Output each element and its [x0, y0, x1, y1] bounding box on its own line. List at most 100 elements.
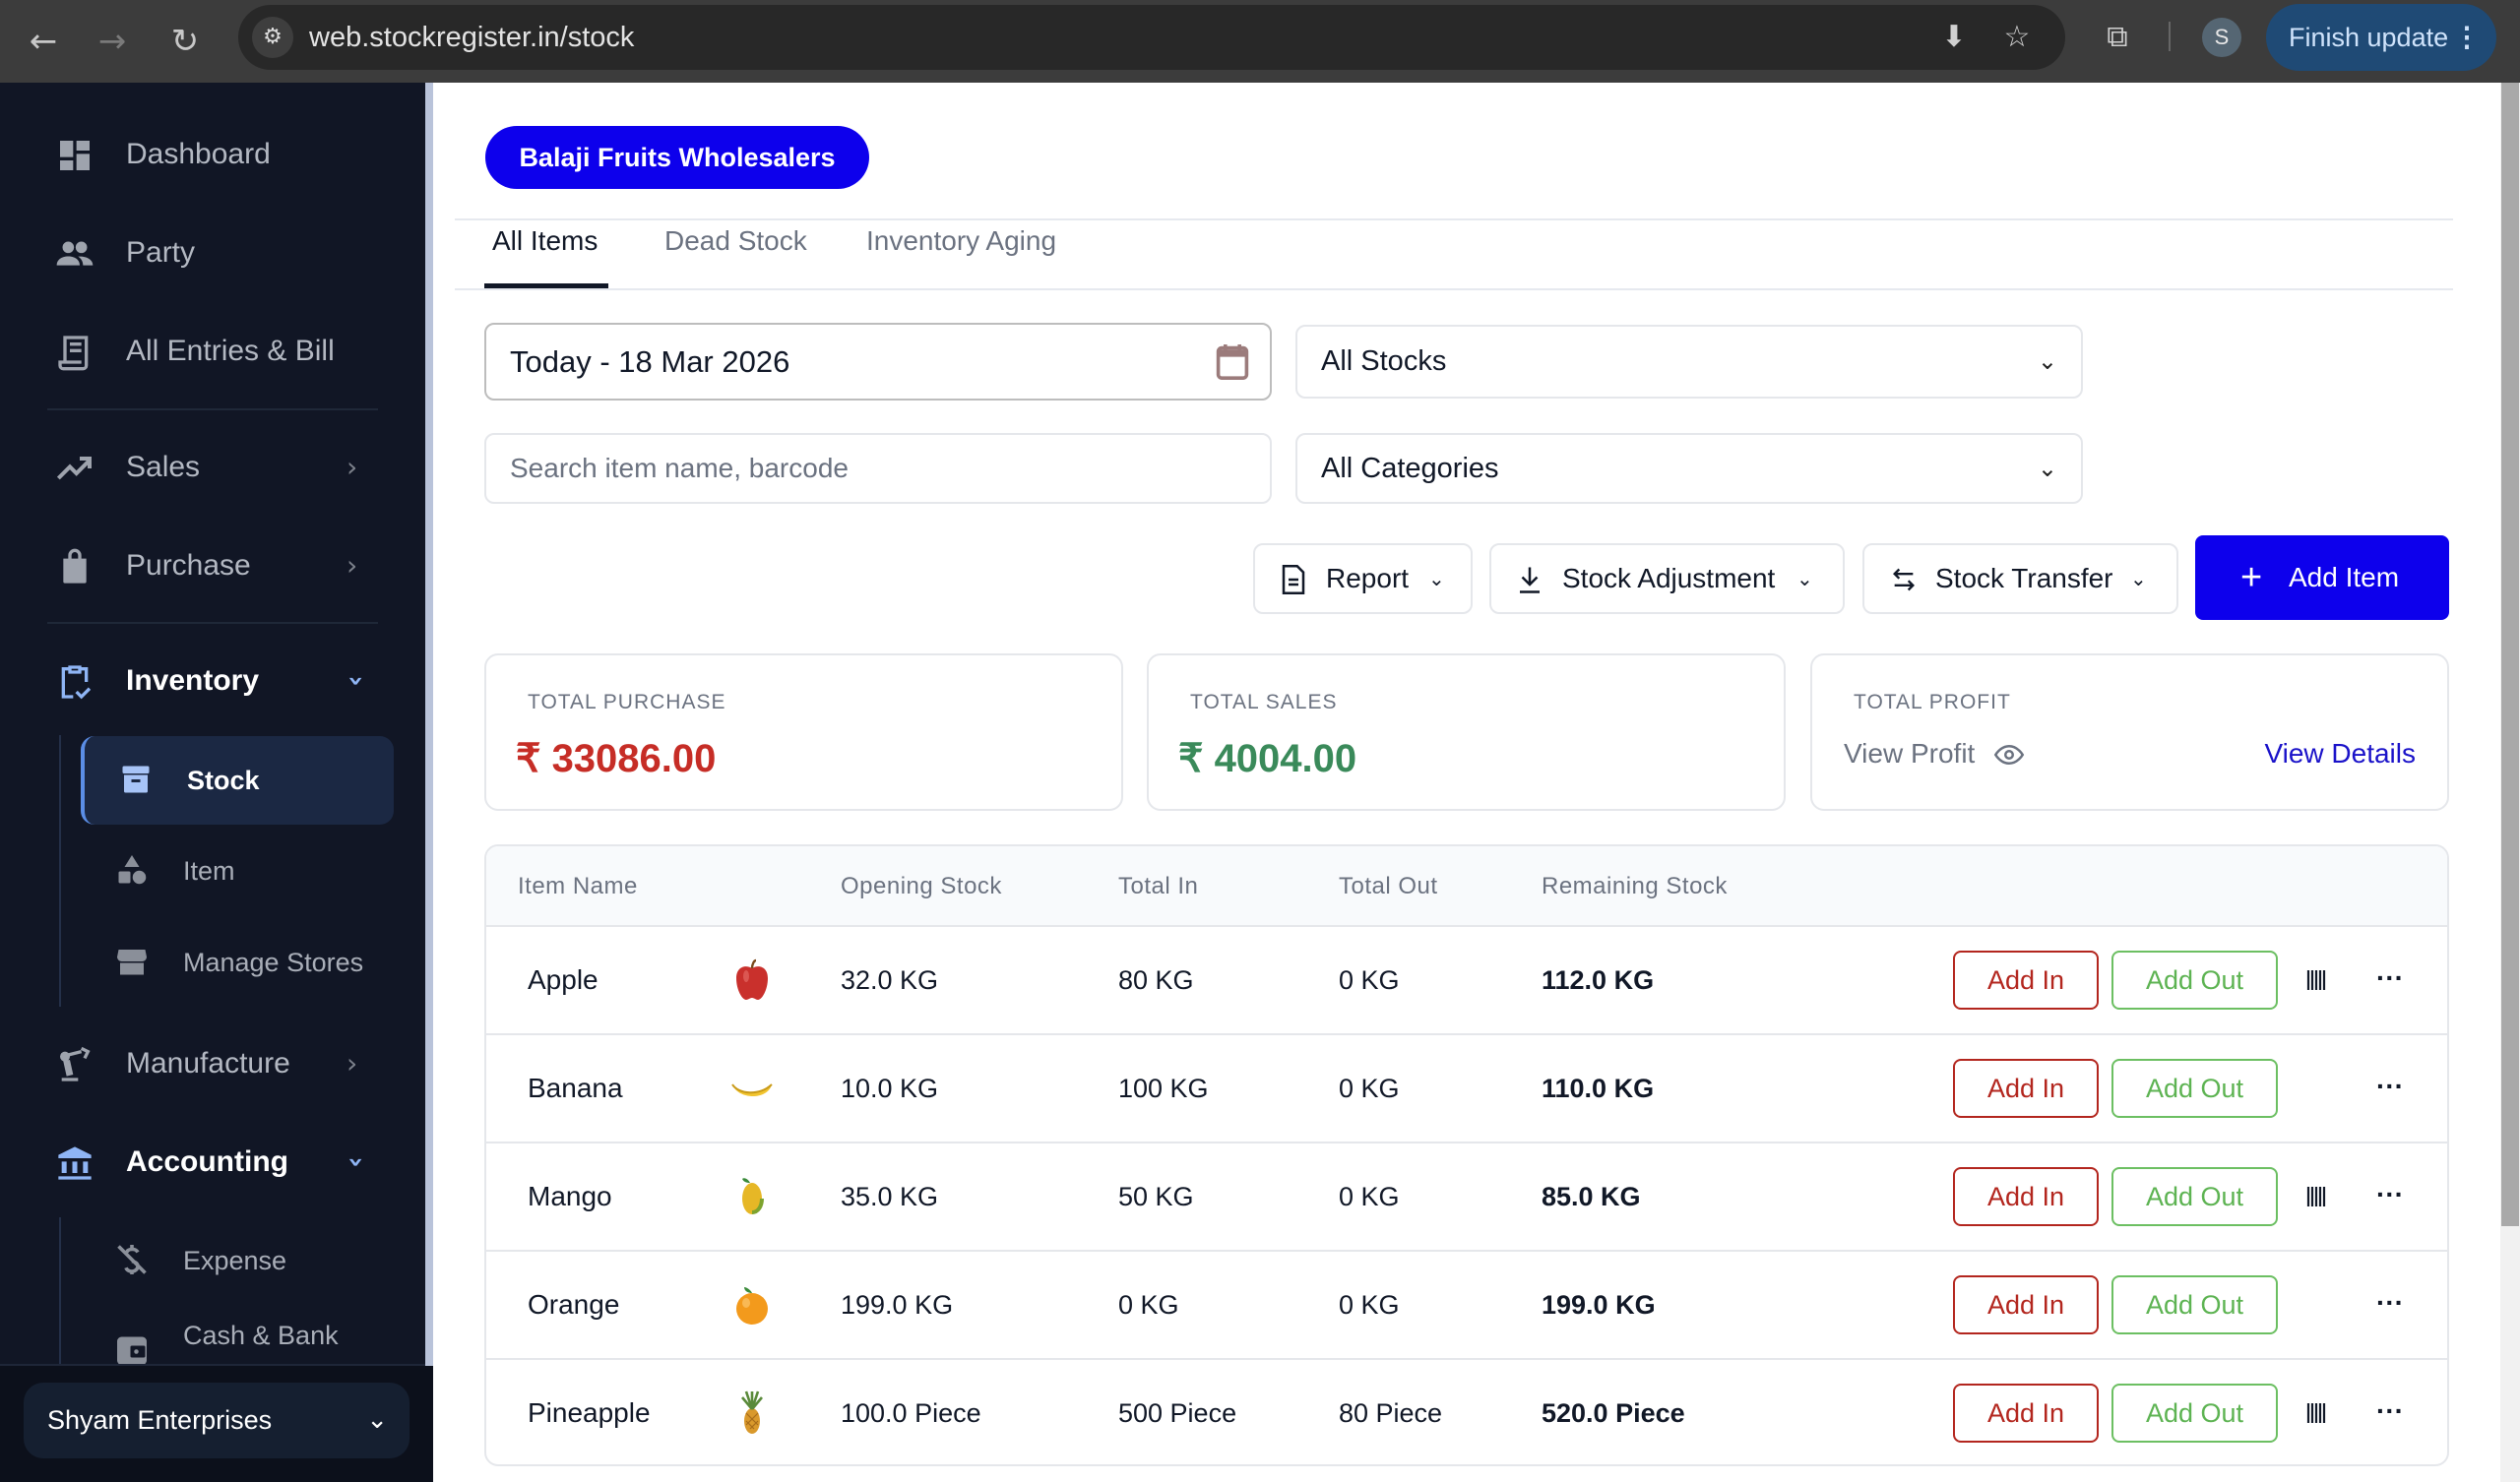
- total-purchase-label: TOTAL PURCHASE: [528, 691, 726, 713]
- stock-transfer-button[interactable]: Stock Transfer ⌄: [1862, 543, 2178, 614]
- item-name[interactable]: Apple: [528, 964, 598, 995]
- add-in-button[interactable]: Add In: [1953, 1384, 2099, 1443]
- sidebar-item-all-entries[interactable]: All Entries & Bill: [0, 317, 425, 386]
- submenu-guide-line: [59, 1217, 61, 1365]
- add-out-button[interactable]: Add Out: [2111, 951, 2278, 1010]
- install-app-icon[interactable]: ⬇: [1941, 20, 1967, 54]
- profile-avatar[interactable]: S: [2202, 18, 2241, 57]
- people-icon: [56, 241, 94, 266]
- eye-icon[interactable]: [1993, 740, 2025, 770]
- chevron-down-icon: ⌄: [1428, 567, 1445, 590]
- sidebar-item-dashboard[interactable]: Dashboard: [0, 120, 425, 189]
- archive-box-icon: [122, 766, 150, 793]
- sidebar-item-sales[interactable]: Sales ›: [0, 433, 425, 502]
- extensions-icon[interactable]: ⧉: [2107, 20, 2128, 54]
- add-in-button[interactable]: Add In: [1953, 1167, 2099, 1226]
- pineapple-icon: [741, 1390, 763, 1434]
- total-profit-card: TOTAL PROFIT View Profit View Details: [1810, 653, 2449, 811]
- more-options-icon[interactable]: ···: [2376, 1287, 2404, 1318]
- item-name[interactable]: Banana: [528, 1073, 623, 1103]
- barcode-icon[interactable]: [2305, 1185, 2329, 1208]
- sidebar-item-manage-stores[interactable]: Manage Stores: [81, 918, 394, 1007]
- table-row: Mango 35.0 KG 50 KG 0 KG 85.0 KG Add In …: [486, 1143, 2447, 1252]
- sidebar-item-party[interactable]: Party: [0, 218, 425, 287]
- reload-icon[interactable]: ↻: [170, 22, 200, 61]
- url-text[interactable]: web.stockregister.in/stock: [309, 22, 635, 53]
- browser-toolbar: ← → ↻ ⚙ web.stockregister.in/stock ⬇ ☆ ⧉…: [0, 0, 2520, 83]
- report-button[interactable]: Report ⌄: [1253, 543, 1473, 614]
- sidebar-divider: [47, 408, 378, 410]
- tab-inventory-aging[interactable]: Inventory Aging: [866, 225, 1057, 256]
- mango-icon: [742, 1178, 764, 1214]
- category-filter-select[interactable]: All Categories ⌄: [1295, 433, 2083, 504]
- stock-filter-value: All Stocks: [1321, 345, 1447, 377]
- submenu-guide-line: [59, 735, 61, 1007]
- item-name[interactable]: Mango: [528, 1181, 612, 1211]
- sidebar-item-inventory[interactable]: Inventory ›: [0, 647, 425, 715]
- tab-dead-stock[interactable]: Dead Stock: [664, 225, 807, 256]
- sidebar-divider: [47, 622, 378, 624]
- sidebar-scrollbar[interactable]: [425, 83, 433, 1482]
- kebab-menu-icon: ⋮: [2453, 22, 2481, 52]
- main-scrollbar-thumb[interactable]: [2501, 83, 2519, 1226]
- finish-update-button[interactable]: Finish update ⋮: [2266, 4, 2496, 71]
- sidebar-item-manufacture[interactable]: Manufacture ›: [0, 1029, 425, 1098]
- tab-all-items[interactable]: All Items: [492, 225, 598, 256]
- bookmark-star-icon[interactable]: ☆: [2003, 20, 2031, 54]
- add-in-button[interactable]: Add In: [1953, 951, 2099, 1010]
- table-row: Orange 199.0 KG 0 KG 0 KG 199.0 KG Add I…: [486, 1252, 2447, 1360]
- date-filter-input[interactable]: Today - 18 Mar 2026: [484, 323, 1272, 401]
- opening-stock: 35.0 KG: [841, 1182, 939, 1211]
- sidebar-item-label: Party: [126, 236, 196, 269]
- total-out: 0 KG: [1339, 1182, 1400, 1211]
- more-options-icon[interactable]: ···: [2376, 962, 2404, 993]
- more-options-icon[interactable]: ···: [2376, 1395, 2404, 1426]
- total-in: 100 KG: [1118, 1074, 1209, 1103]
- total-in: 50 KG: [1118, 1182, 1194, 1211]
- company-switcher[interactable]: Shyam Enterprises ⌄: [24, 1383, 410, 1458]
- sidebar-item-item[interactable]: Item: [81, 827, 394, 915]
- add-in-button[interactable]: Add In: [1953, 1275, 2099, 1334]
- forward-icon[interactable]: →: [97, 22, 127, 61]
- add-out-button[interactable]: Add Out: [2111, 1167, 2278, 1226]
- view-details-link[interactable]: View Details: [2264, 738, 2416, 769]
- address-bar[interactable]: ⚙ web.stockregister.in/stock ⬇ ☆: [238, 5, 2065, 70]
- calendar-icon[interactable]: [1215, 342, 1250, 382]
- search-input[interactable]: Search item name, barcode: [484, 433, 1272, 504]
- site-settings-icon[interactable]: ⚙: [252, 17, 293, 58]
- wallet-icon: [117, 1336, 147, 1364]
- stock-filter-select[interactable]: All Stocks ⌄: [1295, 325, 2083, 399]
- add-out-button[interactable]: Add Out: [2111, 1059, 2278, 1118]
- total-out: 0 KG: [1339, 1074, 1400, 1103]
- add-out-button[interactable]: Add Out: [2111, 1384, 2278, 1443]
- add-out-button[interactable]: Add Out: [2111, 1275, 2278, 1334]
- total-in: 80 KG: [1118, 965, 1194, 995]
- sidebar-item-label: All Entries & Bill: [126, 335, 335, 367]
- sidebar-item-stock[interactable]: Stock: [81, 736, 394, 825]
- sidebar-item-accounting[interactable]: Accounting ›: [0, 1128, 425, 1197]
- sidebar-item-expense[interactable]: Expense: [81, 1216, 394, 1305]
- plus-icon: +: [2240, 557, 2263, 598]
- stock-adjustment-label: Stock Adjustment: [1562, 563, 1776, 593]
- dashboard-icon: [60, 141, 90, 170]
- business-name-badge[interactable]: Balaji Fruits Wholesalers: [485, 126, 869, 189]
- chevron-right-icon: ›: [346, 451, 358, 483]
- item-name[interactable]: Orange: [528, 1289, 620, 1320]
- remaining-stock: 199.0 KG: [1542, 1290, 1656, 1320]
- barcode-icon[interactable]: [2305, 1401, 2329, 1425]
- sidebar-item-cash-bank[interactable]: Cash & Bank: [81, 1307, 394, 1364]
- back-icon[interactable]: ←: [29, 22, 58, 61]
- clipboard-check-icon: [61, 665, 92, 700]
- barcode-icon[interactable]: [2305, 968, 2329, 992]
- sidebar-item-label: Sales: [126, 451, 201, 483]
- opening-stock: 199.0 KG: [841, 1290, 954, 1320]
- add-item-button[interactable]: + Add Item: [2195, 535, 2449, 620]
- opening-stock: 10.0 KG: [841, 1074, 939, 1103]
- add-in-button[interactable]: Add In: [1953, 1059, 2099, 1118]
- sidebar-item-purchase[interactable]: Purchase ›: [0, 531, 425, 600]
- view-profit-toggle[interactable]: View Profit: [1844, 738, 1976, 769]
- item-name[interactable]: Pineapple: [528, 1397, 651, 1428]
- more-options-icon[interactable]: ···: [2376, 1179, 2404, 1209]
- stock-adjustment-button[interactable]: Stock Adjustment ⌄: [1489, 543, 1845, 614]
- more-options-icon[interactable]: ···: [2376, 1071, 2404, 1101]
